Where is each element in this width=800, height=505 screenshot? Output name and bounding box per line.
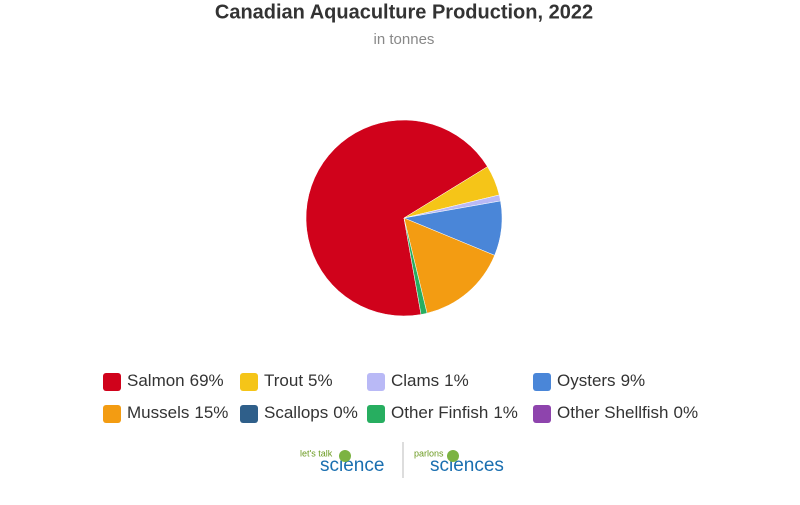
chart-title: Canadian Aquaculture Production, 2022 — [215, 1, 593, 23]
legend-label: Other Shellfish 0% — [557, 403, 698, 422]
legend-name: Mussels — [127, 403, 189, 422]
legend-value: 15% — [194, 403, 228, 422]
legend-swatch — [240, 405, 258, 423]
logo-small: let's talk — [300, 448, 333, 458]
legend-item: Oysters 9% — [533, 371, 645, 391]
legend-swatch — [367, 405, 385, 423]
logo-text: sciences — [430, 455, 504, 476]
legend-item: Clams 1% — [367, 371, 469, 391]
legend-item: Salmon 69% — [103, 371, 224, 391]
legend-name: Other Finfish — [391, 403, 488, 422]
pie-slice — [403, 217, 428, 315]
legend-value: 9% — [621, 371, 646, 390]
legend-swatch — [367, 373, 385, 391]
legend-label: Oysters 9% — [557, 371, 645, 390]
legend-name: Clams — [391, 371, 439, 390]
logo-small: parlons — [414, 448, 444, 458]
pie-slice — [403, 217, 495, 314]
logo-icon — [447, 450, 459, 462]
pie-slice — [305, 119, 488, 317]
logo-icon — [339, 450, 351, 462]
legend-value: 1% — [444, 371, 469, 390]
logo-text: science — [320, 455, 384, 476]
legend-item: Mussels 15% — [103, 403, 228, 423]
legend-value: 0% — [333, 403, 358, 422]
legend-item: Other Shellfish 0% — [533, 403, 698, 423]
legend-swatch — [240, 373, 258, 391]
legend-item: Scallops 0% — [240, 403, 358, 423]
legend-swatch — [533, 373, 551, 391]
legend-label: Trout 5% — [264, 371, 333, 390]
logo: let's talk science parlons sciences — [300, 442, 504, 478]
legend-label: Mussels 15% — [127, 403, 228, 422]
legend-value: 5% — [308, 371, 333, 390]
legend-value: 0% — [674, 403, 699, 422]
legend-swatch — [533, 405, 551, 423]
legend-name: Trout — [264, 371, 303, 390]
legend-label: Scallops 0% — [264, 403, 358, 422]
chart-subtitle: in tonnes — [374, 31, 435, 48]
legend-label: Clams 1% — [391, 371, 469, 390]
legend-name: Other Shellfish — [557, 403, 669, 422]
legend-item: Other Finfish 1% — [367, 403, 518, 423]
legend-swatch — [103, 373, 121, 391]
legend-name: Oysters — [557, 371, 616, 390]
legend-value: 69% — [190, 371, 224, 390]
legend-label: Other Finfish 1% — [391, 403, 518, 422]
legend-swatch — [103, 405, 121, 423]
legend-value: 1% — [493, 403, 518, 422]
legend-name: Scallops — [264, 403, 328, 422]
legend-name: Salmon — [127, 371, 185, 390]
legend-label: Salmon 69% — [127, 371, 224, 390]
legend-item: Trout 5% — [240, 371, 333, 391]
